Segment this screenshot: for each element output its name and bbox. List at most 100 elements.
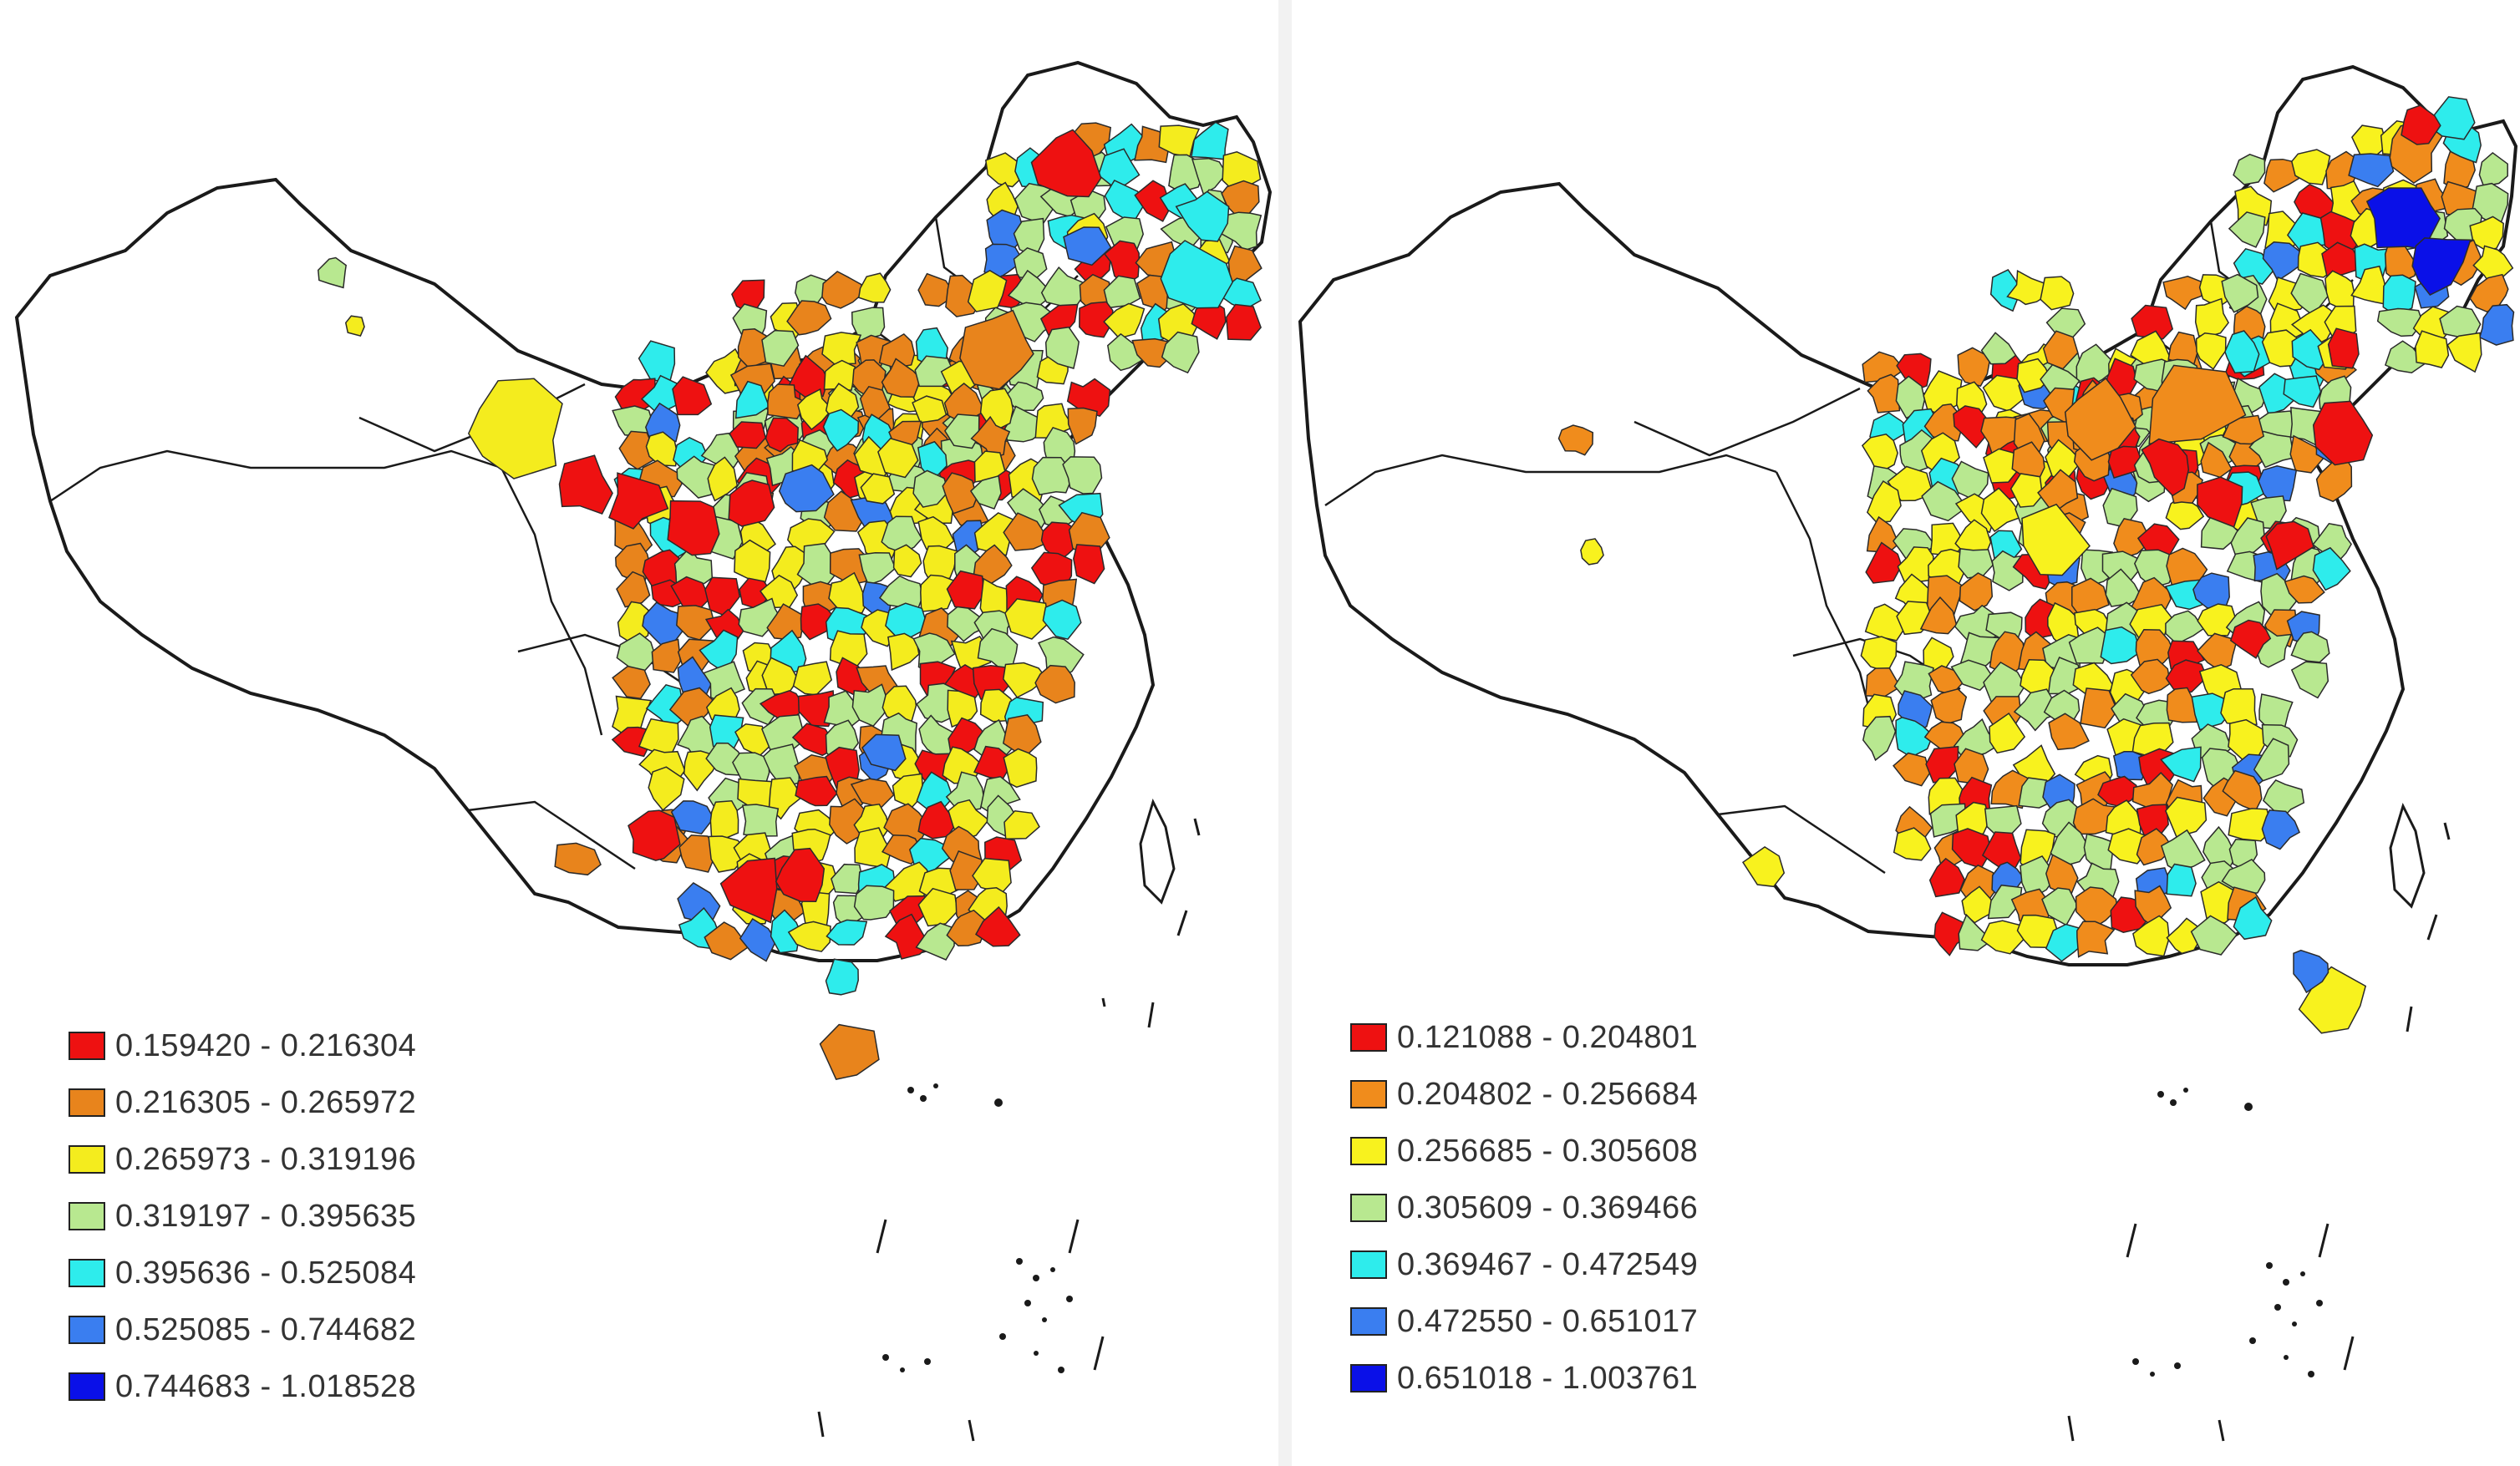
region-polygon [949,850,983,890]
region-polygon [2072,798,2117,835]
legend-item: 0.525085 - 0.744682 [69,1301,416,1358]
region-polygon [648,766,685,811]
region-polygon [1175,190,1230,242]
region-polygon [975,905,1021,947]
legend-swatch [1350,1364,1387,1392]
region-polygon [2321,241,2365,279]
region-polygon [2064,377,2136,461]
region-polygon [2411,237,2472,297]
legend-label: 0.319197 - 0.395635 [115,1198,417,1234]
region-polygon [2166,687,2197,723]
region-polygon [2020,855,2055,901]
region-polygon [851,683,887,728]
region-polygon [946,570,985,610]
legend-item: 0.256685 - 0.305608 [1350,1123,1698,1179]
region-polygon [2248,430,2295,469]
taiwan-island [2389,802,2426,909]
region-polygon [1062,456,1103,495]
region-polygon [2050,821,2091,868]
region-polygon [1896,353,1932,392]
legend-swatch [69,1088,105,1117]
region-polygon [2166,863,2197,897]
region-polygon [1030,129,1102,198]
region-polygon [1191,121,1229,160]
legend-label: 0.204802 - 0.256684 [1397,1076,1699,1112]
region-polygon [1895,716,1934,758]
region-polygon [1073,544,1105,585]
region-polygon [829,798,868,845]
region-polygon [967,270,1008,312]
legend-item: 0.121088 - 0.204801 [1350,1009,1698,1066]
south-sea-islands [817,818,1201,1442]
region-polygon [1887,465,1934,502]
region-polygon [1227,245,1263,287]
region-polygon [1897,546,1934,586]
region-polygon [1160,240,1234,309]
region-polygon [2148,364,2247,445]
region-polygon [795,775,838,807]
region-polygon [2025,598,2056,640]
region-polygon [2401,104,2441,145]
region-polygon [709,800,739,839]
region-polygon [1063,226,1112,266]
region-polygon [1987,884,2023,920]
region-polygon [2255,465,2298,502]
region-polygon [676,455,719,499]
legend-label: 0.159420 - 0.216304 [115,1027,417,1063]
region-polygon [1079,301,1114,338]
region-polygon [1741,845,1786,888]
legend-item: 0.369467 - 0.472549 [1350,1236,1698,1293]
legend-swatch [1350,1137,1387,1165]
panel-divider [1278,0,1292,1466]
region-polygon [739,917,777,962]
region-polygon [861,733,907,772]
region-polygon [853,885,895,921]
region-polygon [858,551,897,586]
region-polygon [2350,265,2390,306]
region-polygon [1921,480,1968,522]
choropleth-map-left [14,60,1273,1442]
region-polygon [1980,416,2022,456]
island-dots [882,1083,1073,1373]
region-polygon [2222,414,2265,445]
legend-item: 0.265973 - 0.319196 [69,1131,416,1188]
region-polygon [800,603,839,641]
region-polygon [670,800,714,834]
region-polygon [2190,915,2238,956]
legend: 0.121088 - 0.204801 0.204802 - 0.256684 … [1350,1009,1698,1407]
region-polygon [742,804,780,837]
legend-swatch [1350,1307,1387,1336]
region-polygon [2291,328,2331,371]
region-polygon [946,909,989,947]
region-polygon [1191,157,1227,195]
region-polygon [947,606,988,642]
region-polygon [1864,603,1906,642]
region-polygon [728,479,775,527]
region-polygon [2009,473,2044,508]
region-polygon [719,857,778,924]
legend-swatch [1350,1194,1387,1222]
region-polygon [2160,746,2202,783]
region-polygon [860,473,896,505]
region-polygon [786,300,832,336]
legend-item: 0.744683 - 1.018528 [69,1358,416,1415]
legend-item: 0.651018 - 1.003761 [1350,1350,1698,1407]
region-polygon [558,454,613,515]
region-polygon [1899,429,1933,475]
region-polygon [2478,151,2508,187]
region-polygon [2136,828,2174,866]
region-polygon [775,847,826,902]
region-polygon [2130,658,2172,695]
legend-item: 0.319197 - 0.395635 [69,1188,416,1245]
region-polygon [917,887,958,927]
region-polygon [2222,769,2263,812]
region-polygon [1042,599,1082,641]
region-polygon [672,376,713,416]
region-polygon [2131,304,2174,340]
legend-label: 0.472550 - 0.651017 [1397,1303,1699,1339]
south-sea-islands [2067,822,2451,1442]
choropleth-map-right [1298,64,2518,1442]
region-polygon [2021,503,2091,576]
legend-swatch [69,1145,105,1174]
region-polygon [2228,211,2266,248]
